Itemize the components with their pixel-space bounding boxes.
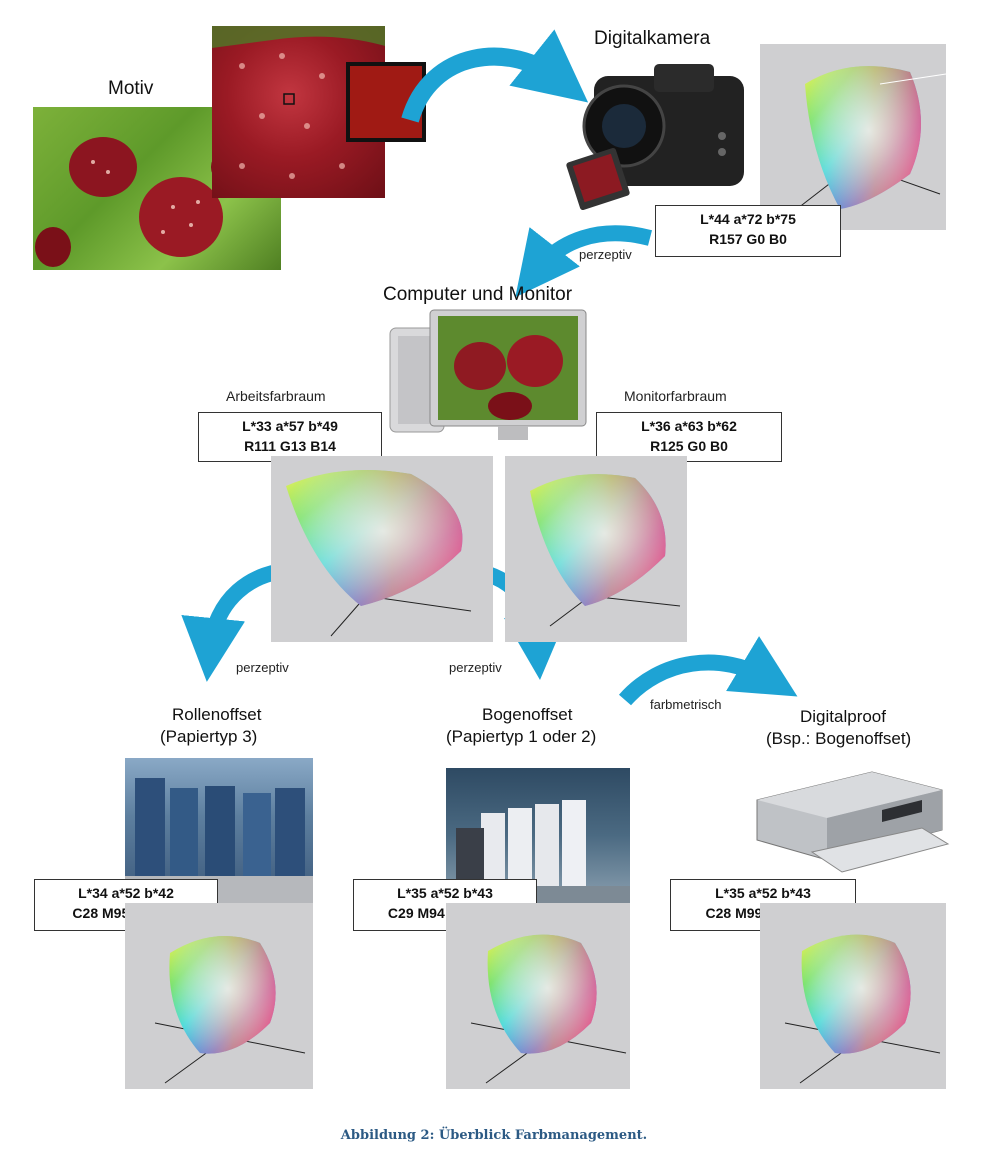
figure-caption: Abbildung 2: Überblick Farbmanagement. bbox=[340, 1128, 648, 1143]
arrow-right-farbmetrisch bbox=[618, 636, 798, 706]
printer-image bbox=[752, 760, 950, 890]
computer-label: Computer und Monitor bbox=[383, 284, 573, 305]
monitor-space-lab: L*36 a*63 b*62 bbox=[641, 418, 737, 434]
computer-image bbox=[389, 306, 590, 446]
monitor-space-gamut-panel bbox=[505, 456, 687, 642]
digital-proof-subtitle: (Bsp.: Bogenoffset) bbox=[766, 729, 912, 748]
sheet-offset-subtitle: (Papiertyp 1 oder 2) bbox=[446, 727, 597, 746]
digital-proof-title: Digitalproof bbox=[800, 707, 886, 726]
web-offset-lab: L*34 a*52 b*42 bbox=[78, 885, 174, 901]
web-offset-press-image bbox=[125, 758, 313, 903]
sheet-offset-title: Bogenoffset bbox=[482, 705, 573, 724]
arrow-camera-computer-label: perzeptiv bbox=[579, 247, 632, 262]
arrow-middle-label: perzeptiv bbox=[449, 660, 502, 675]
working-space-gamut-panel bbox=[271, 456, 493, 642]
working-space-label: Arbeitsfarbraum bbox=[226, 388, 326, 404]
monitor-space-rgb: R125 G0 B0 bbox=[650, 438, 728, 454]
camera-rgb: R157 G0 B0 bbox=[709, 231, 787, 247]
working-space-gamut-icon bbox=[286, 470, 472, 637]
digital-proof-gamut-icon bbox=[784, 934, 941, 1084]
camera-image bbox=[564, 56, 754, 216]
monitor-space-gamut-icon bbox=[530, 474, 681, 627]
digital-proof-gamut-panel bbox=[760, 903, 946, 1089]
monitor-space-label: Monitorfarbraum bbox=[624, 388, 727, 404]
arrow-right-label: farbmetrisch bbox=[650, 697, 722, 712]
digital-proof-lab: L*35 a*52 b*43 bbox=[715, 885, 811, 901]
motif-label: Motiv bbox=[108, 78, 154, 99]
sheet-offset-lab: L*35 a*52 b*43 bbox=[397, 885, 493, 901]
arrow-motif-camera bbox=[401, 29, 589, 123]
camera-gamut-panel bbox=[760, 44, 947, 230]
web-offset-subtitle: (Papiertyp 3) bbox=[160, 727, 258, 746]
camera-label: Digitalkamera bbox=[594, 28, 711, 49]
web-offset-title: Rollenoffset bbox=[172, 705, 262, 724]
camera-gamut-icon bbox=[779, 66, 947, 223]
sheet-offset-gamut-icon bbox=[470, 934, 627, 1084]
working-space-lab: L*33 a*57 b*49 bbox=[242, 418, 338, 434]
arrow-left-label: perzeptiv bbox=[236, 660, 289, 675]
web-offset-gamut-panel bbox=[125, 903, 313, 1089]
web-offset-gamut-icon bbox=[154, 935, 306, 1084]
camera-values: L*44 a*72 b*75 R157 G0 B0 bbox=[655, 205, 841, 257]
working-space-rgb: R111 G13 B14 bbox=[244, 438, 336, 454]
sheet-offset-gamut-panel bbox=[446, 903, 630, 1089]
camera-lab: L*44 a*72 b*75 bbox=[700, 211, 796, 227]
working-space-values: L*33 a*57 b*49 R111 G13 B14 bbox=[198, 412, 382, 462]
monitor-space-values: L*36 a*63 b*62 R125 G0 B0 bbox=[596, 412, 782, 462]
arrow-camera-computer bbox=[515, 225, 653, 298]
